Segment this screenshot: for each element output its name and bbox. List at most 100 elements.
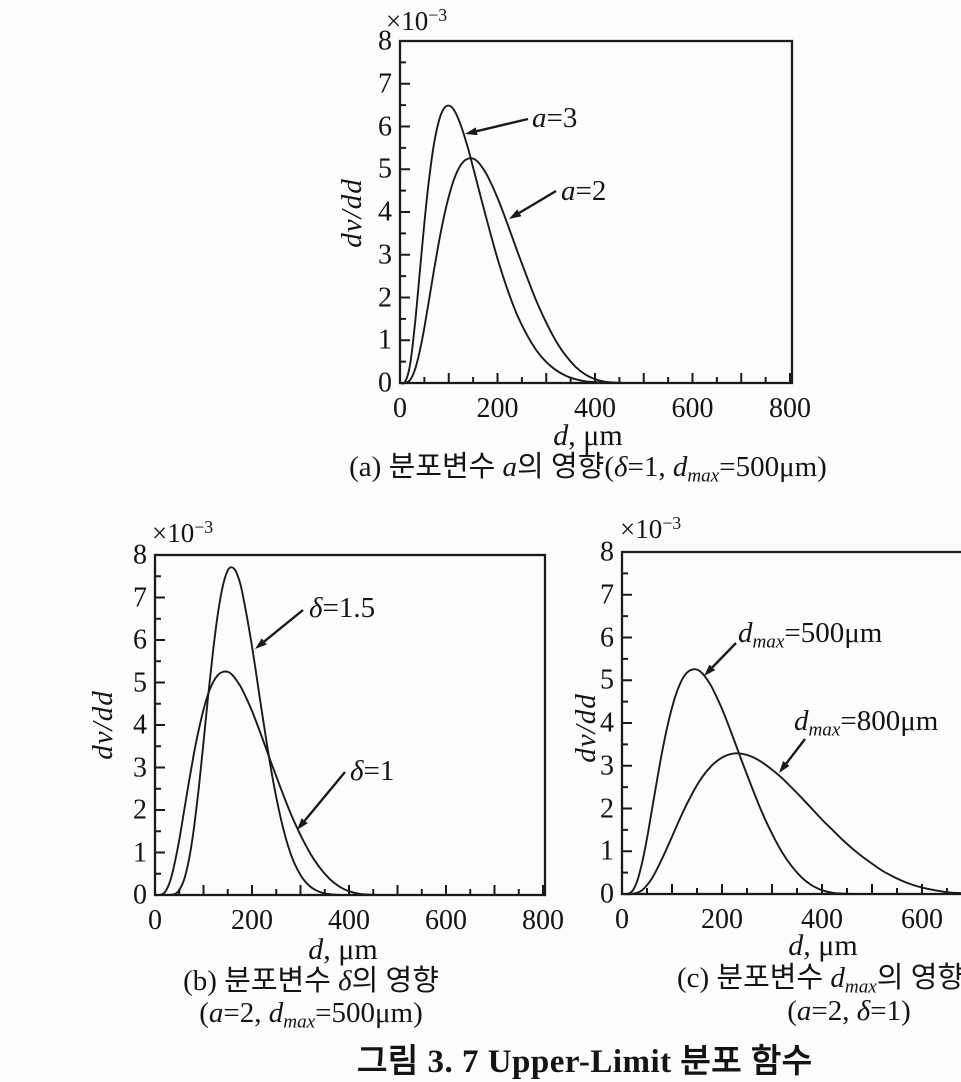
text-segment: =800μm — [840, 705, 939, 737]
text-segment: a — [796, 995, 812, 1027]
y-axis-label-a: dv/dd — [335, 178, 368, 248]
x-tick-label-a: 200 — [476, 393, 519, 424]
leader-arrowhead — [779, 761, 790, 773]
x-tick-label-c: 0 — [615, 904, 629, 935]
y-tick-label-a: 2 — [378, 281, 392, 313]
x-axis-label-c: d, μm — [788, 930, 857, 962]
leader-line — [518, 189, 557, 214]
x-tick-label-b: 600 — [425, 905, 467, 936]
y-tick-label-c: 2 — [600, 792, 614, 824]
y-tick-label-a: 6 — [378, 110, 392, 142]
text-segment: =2, — [811, 995, 857, 1027]
text-segment: =500μm — [784, 617, 883, 649]
text-segment: δ — [856, 995, 871, 1027]
leader-line — [263, 609, 304, 643]
y-tick-label-b: 8 — [133, 539, 147, 571]
y-tick-label-b: 7 — [133, 581, 147, 613]
text-segment: =2 — [575, 175, 607, 207]
text-segment: d — [308, 933, 324, 966]
text-segment: , μm — [323, 933, 378, 966]
curve-dmax=800um — [621, 752, 961, 896]
text-segment: δ — [614, 451, 628, 483]
y-tick-label-a: 3 — [378, 239, 392, 271]
y-tick-label-b: 2 — [133, 794, 147, 826]
x-tick-label-c: 600 — [901, 904, 943, 935]
x-tick-label-c: 400 — [801, 904, 843, 935]
text-segment: dv/dd — [335, 178, 368, 248]
y-tick-label-b: 3 — [133, 751, 147, 783]
scale-label-b: ×10−3 — [152, 518, 213, 547]
leader-line — [476, 117, 529, 133]
y-tick-label-a: 8 — [378, 25, 392, 57]
y-axis-label-b: dv/dd — [87, 690, 119, 759]
text-segment: d — [738, 617, 753, 649]
text-segment: d — [830, 962, 845, 994]
y-tick-label-a: 5 — [378, 153, 392, 185]
y-tick-label-b: 5 — [133, 666, 147, 698]
y-tick-label-a: 0 — [378, 367, 392, 399]
caption-c-line1: (c) 분포변수 dmax의 영향 — [677, 963, 961, 997]
y-tick-label-c: 4 — [600, 707, 614, 739]
x-tick-label-b: 800 — [522, 905, 564, 936]
y-tick-label-c: 8 — [600, 536, 614, 568]
y-tick-label-c: 1 — [600, 835, 614, 867]
text-segment: d — [268, 997, 284, 1029]
curve-a=2 — [399, 157, 626, 385]
curve-label-delta1: δ=1 — [350, 756, 394, 786]
curve-delta=1 — [154, 670, 380, 897]
text-segment: 의 영향 — [876, 962, 961, 994]
y-tick-label-a: 7 — [378, 68, 392, 100]
y-tick-label-c: 3 — [600, 750, 614, 782]
text-segment: ×10 — [152, 517, 195, 548]
text-segment: =2, — [223, 997, 269, 1029]
text-segment: max — [808, 719, 841, 741]
text-segment: 그림 3. 7 Upper-Limit 분포 함수 — [357, 1044, 813, 1080]
text-segment: δ — [350, 755, 364, 787]
text-segment: =1.5 — [322, 592, 376, 624]
text-segment: ×10 — [386, 5, 429, 36]
text-segment: d — [788, 929, 804, 962]
text-segment: (a) 분포변수 — [349, 451, 503, 483]
y-tick-label-a: 1 — [378, 324, 392, 356]
leader-arrowhead — [509, 209, 522, 219]
text-segment: max — [844, 976, 877, 998]
scale-label-a: ×10−3 — [386, 6, 447, 35]
curve-label-dmax500: dmax=500μm — [738, 618, 882, 652]
leader-arrowhead — [465, 127, 478, 136]
caption-b-line1: (b) 분포변수 δ의 영향 — [183, 966, 439, 996]
y-tick-label-c: 7 — [600, 579, 614, 611]
leader-line — [785, 738, 806, 765]
curve-dmax=500um — [621, 668, 853, 896]
text-segment: , μm — [803, 929, 858, 962]
axes-frame-a — [398, 39, 794, 385]
text-segment: , μm — [568, 419, 623, 452]
y-tick-label-b: 1 — [133, 836, 147, 868]
y-tick-label-c: 6 — [600, 621, 614, 653]
text-segment: a — [208, 997, 224, 1029]
y-tick-label-b: 4 — [133, 709, 147, 741]
text-segment: (b) 분포변수 — [183, 965, 339, 997]
x-tick-label-b: 0 — [148, 905, 162, 936]
leader-line — [711, 642, 737, 669]
leader-arrowhead — [704, 664, 716, 676]
text-segment: d — [553, 419, 569, 452]
text-segment: δ — [338, 965, 352, 997]
text-segment: =1, — [627, 451, 673, 483]
x-tick-label-a: 0 — [393, 393, 407, 424]
y-axis-label-c: dv/dd — [570, 693, 602, 762]
text-segment: a — [561, 175, 576, 207]
x-axis-label-b: d, μm — [308, 934, 377, 966]
text-segment: d — [672, 451, 688, 483]
curve-label-dmax800: dmax=800μm — [794, 706, 938, 740]
text-segment: =1) — [870, 995, 911, 1027]
figure-caption: 그림 3. 7 Upper-Limit 분포 함수 — [357, 1045, 813, 1080]
curve-label-a2: a=2 — [561, 176, 606, 206]
text-segment: δ — [309, 592, 323, 624]
y-tick-label-b: 0 — [133, 879, 147, 911]
leader-arrowhead — [255, 638, 267, 649]
curve-label-a3: a=3 — [532, 103, 577, 133]
text-segment: =1 — [363, 755, 395, 787]
text-segment: =500μm) — [719, 451, 827, 483]
leader-line — [303, 771, 346, 822]
